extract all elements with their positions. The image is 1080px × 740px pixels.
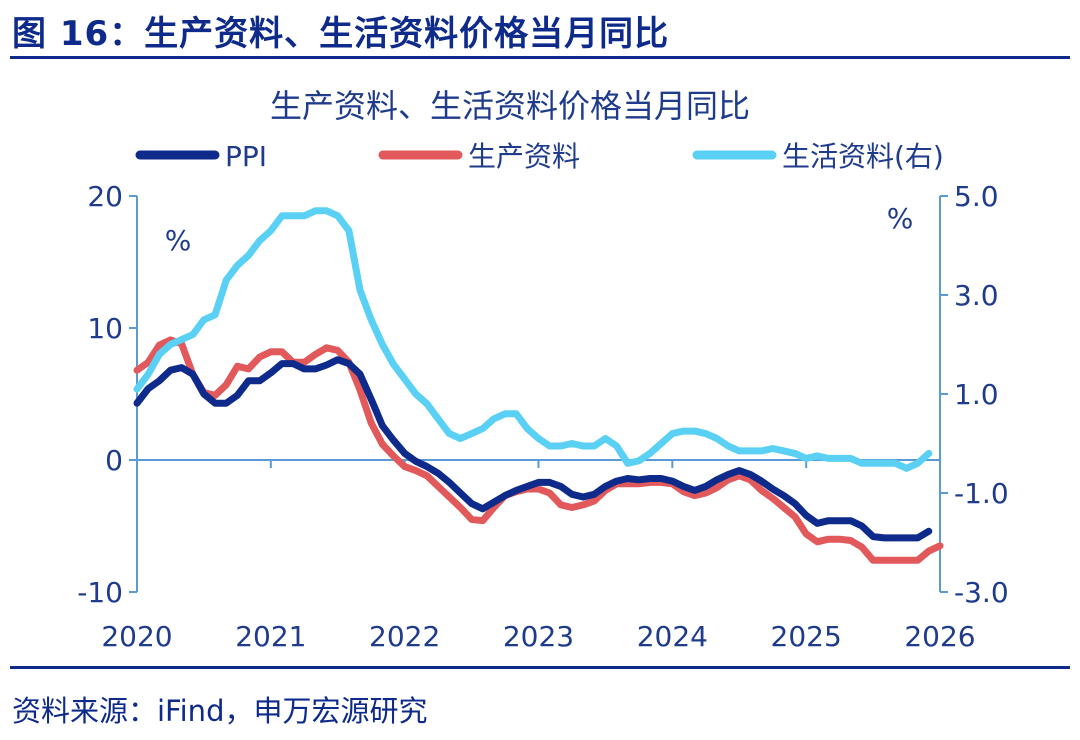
right-tick-label: 5.0 (954, 180, 999, 213)
left-tick-label: 20 (87, 180, 123, 213)
x-tick-label: 2025 (771, 620, 842, 653)
figure-title: 图 16：生产资料、生活资料价格当月同比 (12, 14, 670, 54)
left-tick-label: -10 (77, 576, 123, 609)
series-line-ppi (133, 356, 933, 542)
source-note: 资料来源：iFind，申万宏源研究 (12, 694, 428, 728)
chart: 生产资料、生活资料价格当月同比 PPI 生产资料 生活资料(右) 20 10 0 -1… (77, 87, 1008, 653)
tick-labels: 20 10 0 -10 5.0 3.0 1.0 -1.0 -3.0 2020 2021 2022 202… (77, 180, 1008, 653)
x-tick-label: 2020 (101, 620, 172, 653)
legend-label-producer: 生产资料 (468, 140, 580, 173)
chart-title: 生产资料、生活资料价格当月同比 (270, 87, 750, 125)
left-tick-label: 10 (87, 312, 123, 345)
x-tick-label: 2023 (503, 620, 574, 653)
right-tick-label: -1.0 (954, 477, 1009, 510)
left-tick-label: 0 (105, 444, 123, 477)
x-tick-label: 2022 (369, 620, 440, 653)
legend-label-consumer: 生活资料(右) (782, 140, 944, 173)
title-rule (10, 56, 1070, 59)
series-group (133, 207, 944, 564)
series-line-consumer (133, 207, 933, 472)
left-axis-unit: % (165, 224, 192, 257)
right-tick-label: 1.0 (954, 378, 999, 411)
legend-label-ppi: PPI (225, 140, 267, 173)
x-tick-label: 2026 (904, 620, 975, 653)
source-rule (10, 666, 1070, 669)
x-tick-label: 2024 (637, 620, 708, 653)
right-axis-unit: % (887, 202, 914, 235)
series-line-producer (133, 336, 944, 564)
right-tick-label: 3.0 (954, 279, 999, 312)
right-tick-label: -3.0 (954, 576, 1009, 609)
x-tick-label: 2021 (235, 620, 306, 653)
legend: PPI 生产资料 生活资料(右) (135, 140, 944, 173)
